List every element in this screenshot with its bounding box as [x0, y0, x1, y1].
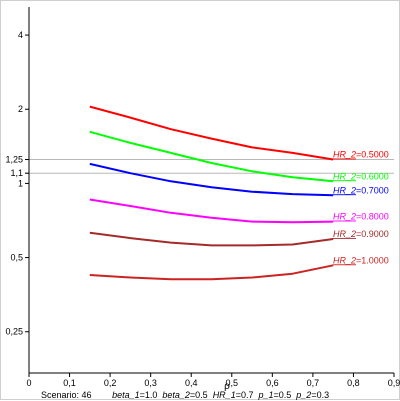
caption-param-name: HR_1: [213, 390, 236, 400]
x-tick-label: 0,4: [185, 378, 198, 388]
series-label-name: HR_2: [333, 229, 356, 239]
series-label-name: HR_2: [333, 171, 356, 181]
caption-param-name: beta_1: [112, 390, 140, 400]
series-line-1: [89, 130, 334, 183]
series-line-3: [89, 198, 334, 224]
y-tick-label: 0,5: [10, 253, 23, 263]
x-tick-label: 0,8: [347, 378, 360, 388]
x-tick-label: 0,5: [226, 378, 239, 388]
caption-param-value: =0.3: [311, 390, 329, 400]
caption-param-name: p_2: [295, 390, 311, 400]
x-tick-label: 0,6: [266, 378, 279, 388]
y-tick-label: 2: [18, 104, 23, 114]
caption-param-value: =0.5: [190, 390, 208, 400]
x-tick-label: 0,9: [388, 378, 400, 388]
series-labels: HR_2=0.5000HR_2=0.6000HR_2=0.7000HR_2=0.…: [333, 150, 389, 266]
series-label-2: HR_2=0.7000: [333, 185, 389, 195]
y-tick-label: 1: [18, 178, 23, 188]
series-label-name: HR_2: [333, 255, 356, 265]
series-label-1: HR_2=0.6000: [333, 171, 389, 181]
caption-param-value: =0.7: [236, 390, 254, 400]
x-tick-label: 0,3: [144, 378, 157, 388]
y-tick-label: 1,1: [10, 168, 23, 178]
caption-param-name: p_1: [257, 390, 273, 400]
series-label-name: HR_2: [333, 212, 356, 222]
caption-line: Scenario: 46 beta_1=1.0 beta_2=0.5 HR_1=0.…: [41, 390, 329, 400]
series-label-value: =1.0000: [356, 255, 389, 265]
y-tick-label: 4: [18, 30, 23, 40]
series-label-value: =0.5000: [356, 150, 389, 160]
series-label-value: =0.9000: [356, 229, 389, 239]
caption-params: beta_1=1.0 beta_2=0.5 HR_1=0.7 p_1=0.5 p_2=0…: [112, 390, 329, 400]
series-label-0: HR_2=0.5000: [333, 150, 389, 160]
series-label-name: HR_2: [333, 150, 356, 160]
axes: [28, 7, 394, 374]
series-lines: [89, 105, 334, 281]
series-line-0: [89, 105, 334, 161]
series-label-3: HR_2=0.8000: [333, 212, 389, 222]
series-label-value: =0.6000: [356, 171, 389, 181]
caption-param-name: beta_2: [162, 390, 190, 400]
x-tick-label: 0,2: [104, 378, 117, 388]
y-axis-ticks: 0,25 0,5 11,1 1,25 2 4: [5, 30, 29, 337]
x-axis-title: ρ: [224, 381, 230, 392]
series-line-4: [89, 231, 334, 247]
series-label-value: =0.8000: [356, 212, 389, 222]
caption-param-value: =1.0: [140, 390, 158, 400]
x-tick-label: 0: [26, 378, 31, 388]
scenario-label: Scenario: 46: [41, 390, 92, 400]
y-tick-label: 1,25: [5, 155, 23, 165]
x-tick-label: 0,1: [63, 378, 76, 388]
series-label-4: HR_2=0.9000: [333, 229, 389, 239]
y-tick-label: 0,25: [5, 327, 23, 337]
series-label-name: HR_2: [333, 185, 356, 195]
x-tick-label: 0,7: [307, 378, 320, 388]
caption-param-value: =0.5: [274, 390, 292, 400]
series-label-5: HR_2=1.0000: [333, 255, 389, 265]
series-label-value: =0.7000: [356, 185, 389, 195]
series-line-5: [89, 264, 334, 281]
series-line-2: [89, 162, 334, 197]
x-axis-ticks: 0 0,1 0,2 0,3 0,4 0,5 0,6 0,7 0,8 0,9: [26, 373, 400, 388]
